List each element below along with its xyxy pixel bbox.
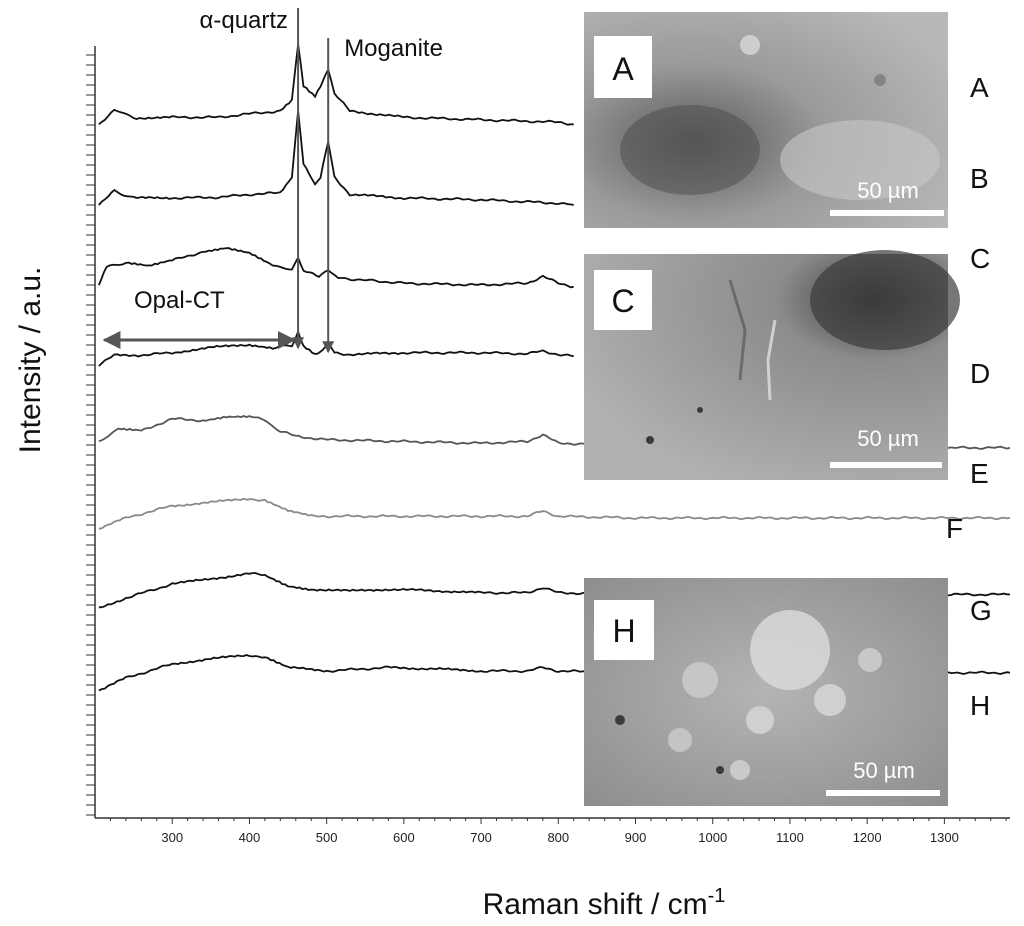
series-line-D — [98, 329, 574, 367]
series-label-F: F — [946, 513, 963, 544]
x-axis-title-text: Raman shift / cm — [483, 888, 708, 921]
photo-A-scale-text: 50 µm — [857, 178, 919, 203]
x-tick-label: 1300 — [930, 830, 959, 845]
photo-C-label: C — [611, 283, 634, 319]
y-axis-ticks — [86, 54, 95, 816]
series-line-B — [98, 110, 574, 206]
photo-A: A 50 µm — [584, 12, 948, 228]
y-axis-title: Intensity / a.u. — [14, 267, 47, 454]
x-tick-label: 1000 — [698, 830, 727, 845]
series-label-B: B — [970, 163, 989, 194]
x-tick-label: 500 — [316, 830, 338, 845]
photo-C-scale-bar — [830, 462, 942, 468]
x-axis-ticks: 300 400 500 600 700 800 900 1000 1100 1200 1300 — [109, 818, 1007, 845]
series-label-A: A — [970, 72, 989, 103]
x-tick-label: 600 — [393, 830, 415, 845]
photo-A-scale-bar — [830, 210, 944, 216]
alpha-quartz-label: α-quartz — [199, 7, 288, 34]
photo-H-label: H — [612, 613, 635, 649]
series-label-G: G — [970, 595, 992, 626]
series-label-H: H — [970, 690, 990, 721]
x-tick-label: 400 — [239, 830, 261, 845]
moganite-label: Moganite — [344, 35, 443, 62]
series-labels: A B C D EF G H — [946, 72, 992, 721]
series-label-E: E — [970, 458, 989, 489]
x-tick-label: 1200 — [853, 830, 882, 845]
series-label-C: C — [970, 243, 990, 274]
x-tick-label: 800 — [547, 830, 569, 845]
series-line-C — [98, 247, 574, 289]
photo-H-scale-bar — [826, 790, 940, 796]
x-tick-label: 1100 — [776, 830, 804, 845]
x-axis-title-superscript: -1 — [708, 885, 726, 907]
photo-H-scale-text: 50 µm — [853, 758, 915, 783]
peak-annotations: α-quartz Moganite Opal-CT — [102, 7, 443, 354]
x-axis-title: Raman shift / cm-1 — [483, 885, 726, 921]
photo-H: H 50 µm — [584, 578, 948, 806]
photo-C-scale-text: 50 µm — [857, 426, 919, 451]
x-tick-label: 700 — [470, 830, 492, 845]
photo-A-label-box — [594, 36, 652, 98]
series-label-D: D — [970, 358, 990, 389]
series-line-F — [98, 497, 1011, 530]
x-tick-label: 900 — [625, 830, 647, 845]
photo-A-label: A — [612, 51, 634, 87]
opal-ct-label: Opal-CT — [134, 287, 225, 314]
photo-C-label-box — [594, 270, 652, 330]
photo-C: C 50 µm — [584, 250, 960, 480]
x-tick-label: 300 — [161, 830, 183, 845]
series-line-A — [98, 44, 574, 126]
photo-H-label-box — [594, 600, 654, 660]
